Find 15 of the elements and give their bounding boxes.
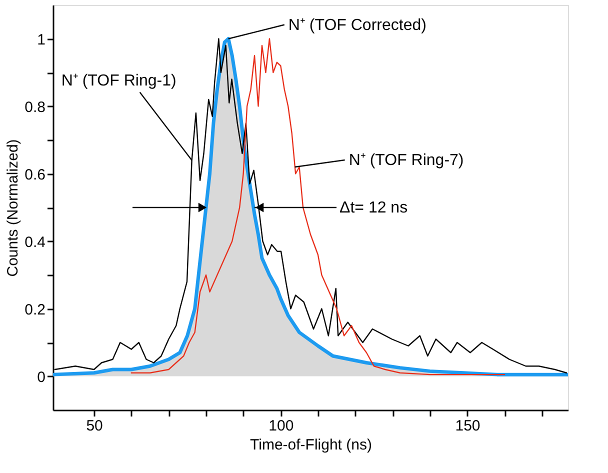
annotation: N⁺ (TOF Corrected) — [288, 16, 426, 34]
x-tick-label: 150 — [455, 418, 480, 434]
y-tick-label: 0.2 — [24, 301, 46, 318]
y-tick-label: 0 — [37, 368, 46, 386]
x-tick-label: 50 — [86, 418, 103, 434]
y-axis-title: Counts (Normalized) — [4, 139, 22, 277]
annotation: N⁺ (TOF Ring-1) — [61, 72, 176, 90]
annotation: Δt= 12 ns — [340, 200, 408, 216]
annotation: N⁺ (TOF Ring-7) — [348, 152, 464, 169]
y-tick-label: 0.8 — [24, 98, 46, 116]
y-tick-label: 0.4 — [24, 234, 46, 251]
y-tick-label: 1 — [37, 31, 46, 48]
x-axis-title: Time-of-Flight (ns) — [250, 436, 372, 454]
y-tick-label: 0.6 — [24, 166, 46, 184]
x-tick-label: 100 — [268, 418, 294, 434]
